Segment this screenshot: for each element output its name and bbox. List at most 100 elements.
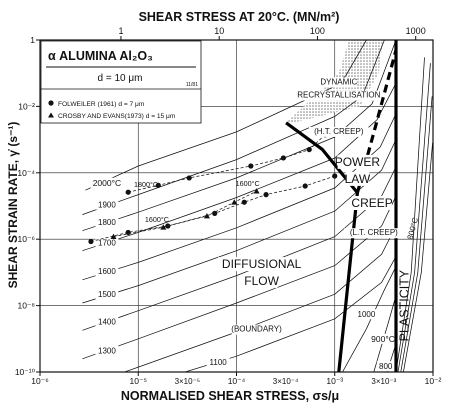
- data-point-circle: [212, 210, 218, 216]
- experimental-series-line: [90, 175, 335, 242]
- isotherm-line: [82, 40, 385, 215]
- region-label: DYNAMIC: [320, 78, 357, 87]
- data-point-circle: [125, 229, 131, 236]
- region-label-bg: [344, 228, 404, 239]
- data-point-circle: [263, 192, 269, 198]
- y-axis-title: SHEAR STRAIN RATE, γ̇ (s⁻¹): [6, 122, 20, 289]
- region-label: DIFFUSIONAL: [222, 257, 302, 271]
- isotherm-label-bg: [95, 289, 119, 300]
- x-tick-label: 10⁻³: [326, 376, 343, 386]
- region-label: (L.T. CREEP): [350, 228, 398, 237]
- y-tick-label: 10⁻⁶: [18, 234, 35, 244]
- data-point-circle: [280, 155, 286, 161]
- field-boundary: [337, 192, 359, 372]
- top-tick-label: 100: [310, 26, 325, 36]
- isotherm-label-bg: [376, 361, 395, 372]
- isotherm-label: 1000: [358, 310, 376, 319]
- y-tick-label: 10⁻⁴: [17, 168, 35, 178]
- legend-triangle-marker: [48, 112, 54, 118]
- top-tick-label: 1: [118, 26, 123, 36]
- x-extra-tick-label: 3×10⁻⁵: [175, 377, 201, 386]
- experimental-series-layer: 1800°C 1600°C 1600°C: [88, 132, 338, 245]
- isotherm-label: 2000°C: [93, 178, 121, 188]
- region-label-bg: [231, 324, 282, 335]
- legend-box: α ALUMINA Al₂O₃ d = 10 μm 11/81 FOLWEILE…: [40, 40, 202, 124]
- isotherm-line: [82, 195, 397, 360]
- isotherm-label: 1400: [98, 318, 116, 327]
- region-label: FLOW: [244, 274, 279, 288]
- region-labels-layer: DIFFUSIONAL FLOW (BOUNDARY) POWER LAW CREEP (H…: [218, 77, 411, 341]
- isotherm-label: 1500: [98, 290, 116, 299]
- data-point-triangle: [231, 199, 238, 205]
- region-label-bg: [337, 154, 378, 169]
- region-label: CREEP: [351, 196, 392, 210]
- isotherms-layer: 2000°C 1900 1800 1700 1600 1500 1400 1300 1200 11…: [82, 40, 433, 384]
- data-point-circle: [332, 173, 338, 179]
- data-point-triangle: [110, 233, 117, 239]
- isotherm-label-bg: [95, 316, 119, 327]
- x-tick-label: 10⁻⁵: [130, 376, 147, 386]
- field-boundary: [355, 49, 398, 194]
- isotherm-label: 1200: [98, 375, 116, 384]
- x-axis-title: NORMALISED SHEAR STRESS, σs/μ: [121, 389, 339, 403]
- x-tick-label: 10⁻²: [425, 376, 442, 386]
- isotherm-label: 1100: [210, 358, 228, 367]
- x-extra-tick-label: 3×10⁻³: [371, 377, 396, 386]
- figure-reference: 11/81: [186, 82, 198, 88]
- high-stress-isotherm-line: [400, 96, 433, 372]
- legend-circle-marker: [48, 100, 54, 106]
- data-point-triangle: [203, 212, 210, 219]
- data-point-circle: [306, 146, 312, 153]
- data-point-circle: [88, 238, 94, 245]
- region-label-bg: [345, 171, 370, 186]
- series-temperature-label: 1600°C: [236, 179, 260, 188]
- isotherm-label-bg: [95, 237, 119, 248]
- isotherm-label-bg: [90, 177, 124, 188]
- isotherm-label-bg: [95, 266, 119, 277]
- region-label: (BOUNDARY): [231, 325, 282, 334]
- isotherm-line: [85, 40, 367, 191]
- top-axis-title: SHEAR STRESS AT 20°C. (MN/m²): [139, 10, 340, 24]
- isotherm-label-bg: [355, 309, 378, 320]
- isotherm-label: 1900: [98, 201, 116, 210]
- region-label: RECRYSTALLISATION: [297, 91, 380, 100]
- isotherm-line: [342, 266, 397, 372]
- isotherm-label-bg: [95, 345, 119, 356]
- isotherm-label: 1600: [98, 267, 116, 276]
- y-tick-label: 10⁻¹⁰: [15, 367, 36, 377]
- region-label-plasticity: PLASTICITY: [397, 269, 411, 341]
- data-point-triangle: [253, 188, 260, 194]
- data-point-circle: [155, 182, 161, 188]
- high-stress-isotherm-line: [395, 57, 425, 372]
- high-stress-isotherm-line: [403, 142, 433, 372]
- y-tick-label: 10⁻⁸: [17, 301, 35, 311]
- isotherm-label: 1800: [98, 218, 116, 227]
- isotherm-label-bg: [96, 374, 119, 384]
- legend-entry-crosby-evans: CROSBY AND EVANS(1973) d = 15 μm: [58, 113, 176, 120]
- isotherm-line: [82, 113, 397, 281]
- high-stress-isotherm-line: [397, 63, 431, 372]
- data-point-circle: [186, 175, 192, 181]
- series-temperature-label: 1600°C: [145, 215, 169, 224]
- region-label: LAW: [345, 172, 371, 186]
- legend-entry-folweiler: FOLWEILER (1961) d = 7 μm: [58, 101, 145, 108]
- isotherm-line: [373, 295, 397, 372]
- x-tick-label: 10⁻⁴: [228, 376, 246, 386]
- isotherm-label-bg: [369, 333, 398, 344]
- region-label-bg: [352, 195, 392, 210]
- isotherm-label: 800: [379, 362, 393, 371]
- grain-size-label: d = 10 μm: [98, 73, 143, 84]
- region-label-bg: [218, 257, 306, 272]
- region-label-bg: [309, 126, 369, 137]
- region-label-bg: [245, 274, 278, 289]
- material-title: α ALUMINA Al₂O₃: [48, 49, 153, 63]
- isotherm-line: [123, 225, 397, 372]
- top-tick-label: 10: [214, 26, 224, 36]
- isotherm-label-bg: [95, 199, 119, 210]
- region-label: POWER: [335, 155, 381, 169]
- data-point-circle: [241, 199, 247, 205]
- data-point-circle: [248, 163, 254, 169]
- series-temperature-label: 1800°C: [134, 180, 158, 189]
- data-point-triangle: [160, 224, 167, 230]
